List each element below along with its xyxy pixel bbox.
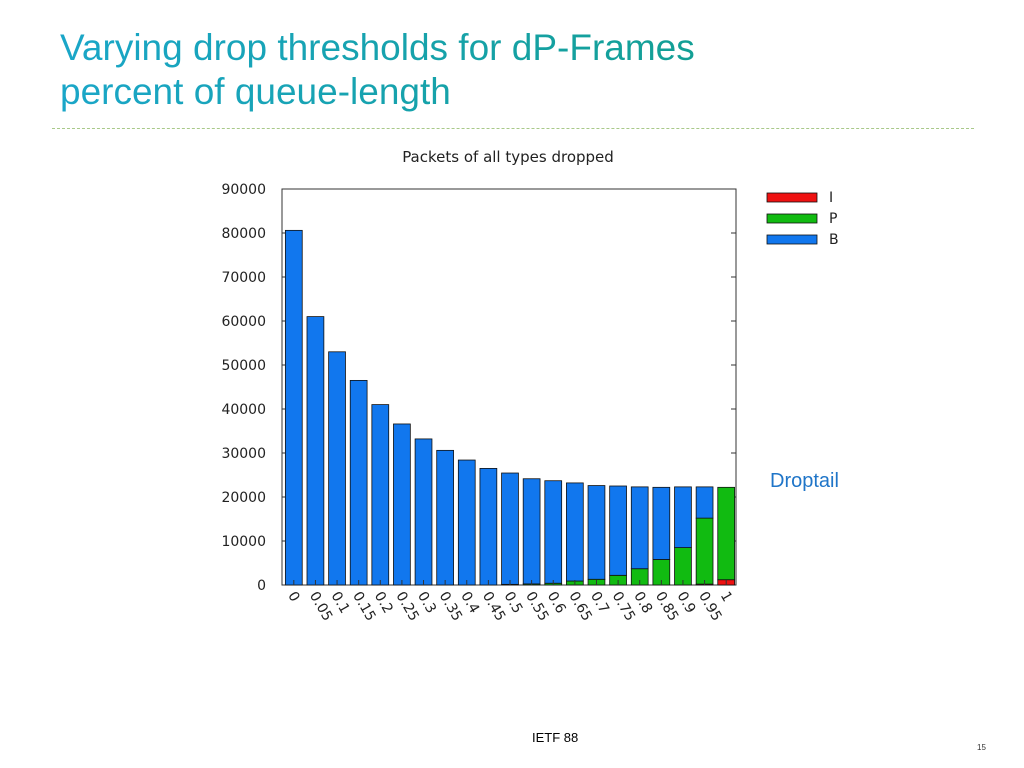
y-tick-label: 20000 bbox=[221, 490, 266, 506]
droptail-annotation: Droptail bbox=[770, 470, 839, 492]
legend-swatch-p bbox=[766, 213, 818, 224]
bar-segment-b bbox=[630, 486, 649, 570]
x-axis: 0 0.050.10.150.20.250.30.350.40.450.50.55… bbox=[284, 580, 735, 624]
bar-segment-b bbox=[522, 478, 541, 585]
y-axis: 0 10000 20000 30000 40000 50000 60000 70000 8000… bbox=[221, 182, 736, 594]
legend-label-p: P bbox=[829, 211, 837, 227]
y-tick-label: 30000 bbox=[221, 446, 266, 462]
page-number: 15 bbox=[977, 743, 986, 752]
y-tick-label: 50000 bbox=[221, 358, 266, 374]
title-divider bbox=[52, 128, 974, 129]
bar-segment-b bbox=[371, 404, 390, 586]
bar-segment-p bbox=[717, 486, 736, 581]
bars bbox=[284, 229, 736, 586]
y-tick-label: 10000 bbox=[221, 534, 266, 550]
footer-text: IETF 88 bbox=[532, 730, 579, 745]
bar-segment-b bbox=[674, 486, 692, 549]
y-tick-label: 70000 bbox=[221, 270, 266, 286]
x-tick-label: 0 bbox=[284, 589, 302, 605]
y-tick-label: 90000 bbox=[221, 182, 266, 198]
bar-segment-b bbox=[306, 316, 325, 586]
bar-segment-b bbox=[695, 486, 714, 519]
legend-swatch-i bbox=[766, 192, 818, 203]
bar-segment-p bbox=[695, 517, 714, 585]
bar-segment-b bbox=[457, 459, 476, 586]
y-tick-label: 60000 bbox=[221, 314, 266, 330]
x-tick-label: 1 bbox=[717, 589, 735, 605]
bar-segment-b bbox=[284, 229, 303, 586]
bar-segment-b bbox=[587, 485, 606, 580]
bar-segment-b bbox=[609, 485, 627, 576]
bar-segment-b bbox=[349, 379, 368, 586]
bar-segment-b bbox=[436, 449, 454, 586]
legend-label-i: I bbox=[829, 190, 833, 206]
y-tick-label: 40000 bbox=[221, 402, 266, 418]
bar-segment-b bbox=[414, 438, 433, 586]
bar-segment-b bbox=[566, 482, 584, 582]
legend: IPB bbox=[766, 190, 839, 248]
chart-title: Packets of all types dropped bbox=[402, 148, 614, 166]
y-tick-label: 0 bbox=[257, 578, 266, 594]
bar-segment-b bbox=[501, 472, 519, 585]
bar-segment-b bbox=[479, 467, 498, 586]
bar-segment-b bbox=[544, 480, 563, 584]
legend-label-b: B bbox=[829, 232, 839, 248]
bar-segment-b bbox=[652, 486, 671, 560]
bar-segment-b bbox=[393, 423, 411, 586]
bar-segment-b bbox=[328, 351, 346, 586]
bar-segment-p bbox=[674, 547, 692, 586]
y-tick-label: 80000 bbox=[221, 226, 266, 242]
legend-swatch-b bbox=[766, 234, 818, 245]
